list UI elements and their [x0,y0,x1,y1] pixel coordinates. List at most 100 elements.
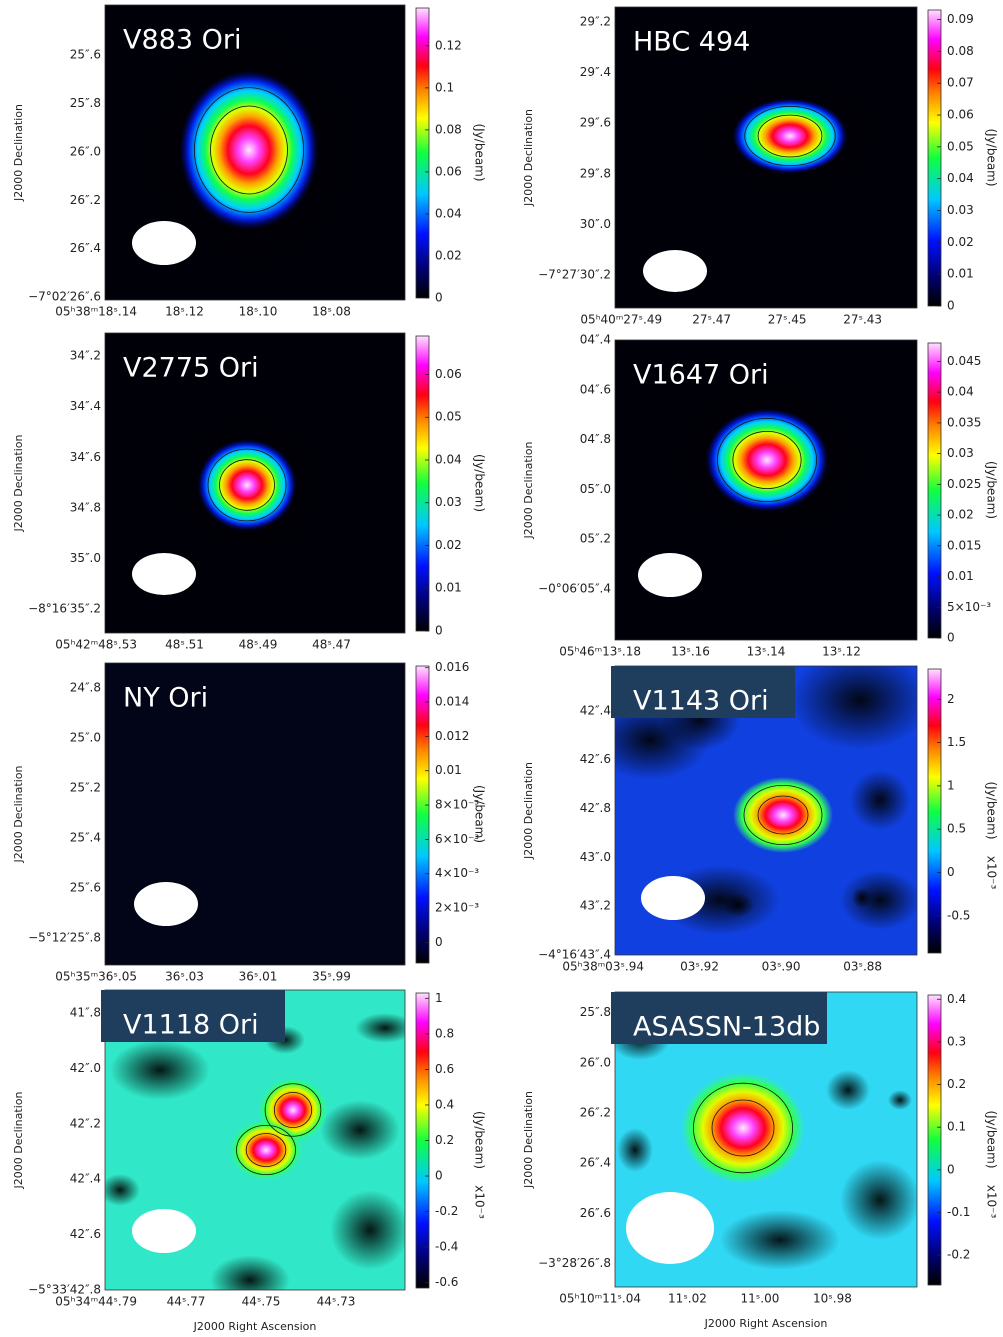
colorbar-tick-label: 0.02 [435,248,462,262]
image [105,990,405,1290]
colorbar-tick-label: 0.05 [947,139,974,153]
y-axis-label: J2000 Declination [12,766,25,864]
colorbar-label: (Jy/beam) [985,128,999,186]
y-tick-label: 42″.0 [70,1061,101,1075]
y-tick-label: 25″.2 [70,780,101,794]
contour [245,1133,287,1167]
image-frame [614,6,918,309]
y-tick-label: 25″.0 [70,731,101,745]
colorbar-tick-label: 0.4 [947,992,966,1006]
emission-patch [330,1190,405,1270]
x-tick-label: 18ˢ.08 [312,305,351,319]
contour [743,784,823,846]
beam [132,1209,196,1253]
beam [638,553,702,597]
x-tick-label: 05ʰ40ᵐ27ˢ.49 [580,313,662,327]
emission-patch [826,1070,870,1110]
beam [626,1192,714,1264]
image-frame [104,4,406,301]
y-tick-label: 41″.8 [70,1006,101,1020]
x-tick-label: 18ˢ.10 [239,305,278,319]
y-tick-label: 04″.6 [580,382,611,396]
x-tick-label: 05ʰ10ᵐ11ˢ.04 [559,1292,641,1306]
colorbar-label: (Jy/beam) [985,1110,999,1168]
colorbar-tick-label: 0.8 [435,1026,454,1040]
colorbar-tick-label: 0.09 [947,12,974,26]
colorbar-tick-label: 0.1 [435,80,454,94]
contour [273,1092,313,1129]
panel: V1143 Ori 42″.4 42″.6 42″.8 43″.0 43″.2 −4°16′… [522,665,999,974]
x-tick-label: 35ˢ.99 [312,970,351,984]
colorbar-tick-label: 0.6 [435,1062,454,1076]
colorbar-tick-label: -0.2 [947,1248,970,1262]
y-tick-label: 26″.4 [70,241,101,255]
emission-patch [840,1160,917,1240]
colorbar-tick-label: -0.1 [947,1205,970,1219]
source [733,777,833,853]
y-axis-label: J2000 Declination [12,1092,25,1190]
contour [264,1083,322,1137]
x-tick-label: 05ʰ42ᵐ48ˢ.53 [55,638,137,652]
y-tick-label: 04″.4 [580,333,611,347]
colorbar-tick-label: 0.014 [435,695,469,709]
y-tick-label: 34″.2 [70,349,101,363]
colorbar-tick-label: 6×10⁻³ [435,832,479,846]
colorbar-tick-label: 0.3 [947,1034,966,1048]
colorbar [415,335,430,632]
emission-patch [110,1040,210,1100]
y-tick-label: 26″.2 [580,1105,611,1119]
y-tick-label: 29″.6 [580,116,611,130]
colorbar-tick-label: 0.025 [947,477,981,491]
y-tick-label: 04″.8 [580,432,611,446]
emission-patch [852,888,872,908]
y-tick-label: 35″.0 [70,551,101,565]
x-tick-label: 05ʰ35ᵐ36ˢ.05 [55,970,137,984]
emission-patch [720,1210,840,1270]
colorbar-tick-label: 0.04 [435,206,462,220]
image-frame [104,662,406,966]
colorbar-tick-label: 0.12 [435,38,462,52]
source [179,70,319,230]
colorbar-tick-label: 0.01 [947,569,974,583]
x-tick-label: 44ˢ.77 [167,1295,206,1309]
y-tick-label: 42″.8 [580,801,611,815]
colorbar-tick-label: 0.04 [947,385,974,399]
panel-title: V883 Ori [123,25,241,56]
panel: ASASSN-13db 25″.8 26″.0 26″.2 26″.4 26″.6 −3°2… [522,991,999,1330]
colorbar-tick-label: 1 [947,778,955,792]
x-tick-label: 11ˢ.00 [741,1292,780,1306]
colorbar-tick-label: 0.08 [947,44,974,58]
emission-patch [617,1128,653,1172]
colorbar-tick-label: 0.06 [947,108,974,122]
panel: V1647 Ori 04″.4 04″.6 04″.8 05″.0 05″.2 −0°06′… [522,333,999,659]
colorbar-tick-label: 0.02 [947,508,974,522]
colorbar-tick-label: 4×10⁻³ [435,866,479,880]
x-tick-label: 27ˢ.47 [692,313,731,327]
y-tick-label: 24″.8 [70,681,101,695]
x-axis-label: J2000 Right Ascension [193,1320,317,1333]
panel-title: ASASSN-13db [633,1012,820,1043]
image [105,5,405,300]
colorbar-tick-label: 0.045 [947,354,981,368]
colorbar-scale-label: x10⁻³ [985,1185,999,1219]
x-tick-label: 44ˢ.73 [317,1295,356,1309]
x-tick-label: 13ˢ.16 [671,645,710,659]
x-tick-label: 36ˢ.03 [165,970,204,984]
panel: HBC 494 29″.2 29″.4 29″.6 29″.8 30″.0 −7°27′30… [522,6,999,327]
panel: V2775 Ori 34″.2 34″.4 34″.6 34″.8 35″.0 −8°16′… [12,332,487,652]
contour [732,430,802,489]
colorbar-tick-label: 8×10⁻³ [435,798,479,812]
colorbar-tick-label: 0 [435,1169,443,1183]
colorbar-tick-label: 0.07 [947,76,974,90]
beam [641,876,705,920]
contour [711,1099,775,1157]
colorbar-tick-label: -0.2 [435,1204,458,1218]
source [197,439,297,531]
y-tick-label: 30″.0 [580,217,611,231]
colorbar-tick-label: 5×10⁻³ [947,600,991,614]
x-tick-label: 13ˢ.14 [747,645,786,659]
x-tick-label: 18ˢ.12 [165,305,204,319]
contour [744,105,836,167]
colorbar-tick-label: 0 [947,865,955,879]
